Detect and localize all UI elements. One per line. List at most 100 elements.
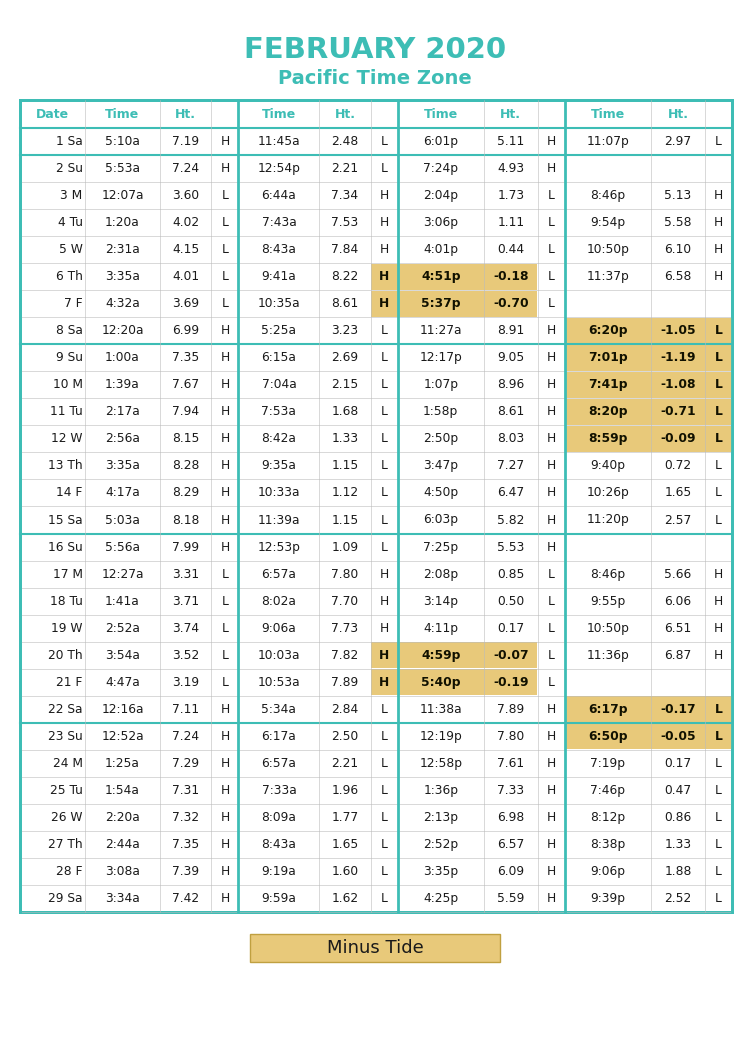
Text: 7.84: 7.84: [332, 244, 358, 256]
Text: H: H: [380, 594, 388, 608]
Text: -1.08: -1.08: [660, 378, 696, 392]
Text: 12:52a: 12:52a: [101, 730, 144, 742]
Text: 6.87: 6.87: [664, 649, 692, 662]
Text: 15 Sa: 15 Sa: [48, 513, 82, 526]
Text: 1.62: 1.62: [332, 892, 358, 905]
Text: L: L: [715, 378, 722, 392]
Text: 2:44a: 2:44a: [105, 838, 140, 851]
Text: H: H: [380, 216, 388, 229]
Text: 2.50: 2.50: [332, 730, 358, 742]
Text: H: H: [380, 189, 388, 202]
Text: H: H: [220, 811, 230, 824]
Text: 8:46p: 8:46p: [590, 568, 626, 581]
Text: 8.91: 8.91: [497, 324, 524, 337]
Text: H: H: [220, 838, 230, 851]
Text: 7.39: 7.39: [172, 865, 200, 878]
Text: 16 Su: 16 Su: [48, 541, 82, 553]
Text: L: L: [715, 352, 722, 364]
Text: H: H: [714, 244, 723, 256]
Text: 8:20p: 8:20p: [588, 405, 628, 418]
Text: 11:27a: 11:27a: [419, 324, 462, 337]
Text: 9:40p: 9:40p: [590, 460, 626, 472]
Text: 10:26p: 10:26p: [586, 486, 629, 500]
Text: 7:01p: 7:01p: [588, 352, 628, 364]
Text: H: H: [220, 730, 230, 742]
Text: 6:17a: 6:17a: [262, 730, 296, 742]
Text: 7.32: 7.32: [172, 811, 200, 824]
Text: 3:47p: 3:47p: [423, 460, 458, 472]
Text: 1:41a: 1:41a: [105, 594, 140, 608]
Text: 11 Tu: 11 Tu: [50, 405, 82, 418]
Bar: [20, 100, 732, 912]
Text: 5.13: 5.13: [664, 189, 692, 202]
Text: 3.19: 3.19: [172, 676, 200, 689]
Text: L: L: [381, 811, 388, 824]
Text: 7.35: 7.35: [172, 838, 200, 851]
Text: H: H: [220, 378, 230, 392]
Text: L: L: [381, 135, 388, 148]
Text: 3:35a: 3:35a: [105, 270, 140, 284]
Text: 7:41p: 7:41p: [588, 378, 628, 392]
Text: 6:50p: 6:50p: [588, 730, 628, 742]
Text: 1 Sa: 1 Sa: [56, 135, 82, 148]
Text: 4.93: 4.93: [497, 162, 524, 175]
Text: 7:25p: 7:25p: [423, 541, 458, 553]
Text: 8.28: 8.28: [172, 460, 200, 472]
Text: 0.86: 0.86: [664, 811, 692, 824]
Text: 8:38p: 8:38p: [590, 838, 626, 851]
Text: 4:01p: 4:01p: [423, 244, 458, 256]
Text: L: L: [715, 865, 722, 878]
Text: L: L: [221, 622, 229, 634]
Text: 1.65: 1.65: [664, 486, 692, 500]
Text: 4:59p: 4:59p: [421, 649, 460, 662]
Text: 2:31a: 2:31a: [105, 244, 140, 256]
Text: L: L: [548, 189, 555, 202]
Text: 3.52: 3.52: [172, 649, 200, 662]
Text: 6:20p: 6:20p: [588, 324, 628, 337]
Text: 7:24p: 7:24p: [423, 162, 458, 175]
Text: 2.84: 2.84: [332, 702, 358, 716]
Text: 5:10a: 5:10a: [105, 135, 140, 148]
Text: -0.18: -0.18: [493, 270, 529, 284]
Text: H: H: [220, 460, 230, 472]
Text: L: L: [548, 270, 555, 284]
Text: 7.42: 7.42: [172, 892, 200, 905]
Text: 7.73: 7.73: [332, 622, 358, 634]
Text: H: H: [714, 189, 723, 202]
Text: 29 Sa: 29 Sa: [48, 892, 82, 905]
Text: 9:35a: 9:35a: [262, 460, 296, 472]
Bar: [371, 669, 537, 695]
Text: 12:07a: 12:07a: [101, 189, 144, 202]
Text: 5.11: 5.11: [497, 135, 524, 148]
Text: H: H: [220, 135, 230, 148]
Text: 2.52: 2.52: [664, 892, 692, 905]
Text: Time: Time: [105, 107, 140, 121]
Text: 2:17a: 2:17a: [105, 405, 140, 418]
Text: 14 F: 14 F: [56, 486, 82, 500]
Text: 8:46p: 8:46p: [590, 189, 626, 202]
Text: 3:35p: 3:35p: [423, 865, 458, 878]
Text: L: L: [715, 486, 722, 500]
Text: L: L: [221, 594, 229, 608]
Text: 7.29: 7.29: [172, 757, 200, 770]
Text: 11:36p: 11:36p: [586, 649, 629, 662]
Text: 4:25p: 4:25p: [423, 892, 458, 905]
Text: Time: Time: [424, 107, 458, 121]
Text: 7:04a: 7:04a: [262, 378, 296, 392]
Text: -1.19: -1.19: [660, 352, 696, 364]
Text: 1.12: 1.12: [332, 486, 358, 500]
Text: -0.19: -0.19: [493, 676, 529, 689]
Text: H: H: [220, 513, 230, 526]
Text: H: H: [547, 811, 556, 824]
Text: 1:07p: 1:07p: [423, 378, 458, 392]
Text: L: L: [381, 324, 388, 337]
Text: 7.31: 7.31: [172, 784, 200, 797]
Text: 8.22: 8.22: [332, 270, 358, 284]
Text: H: H: [220, 757, 230, 770]
Text: 3:08a: 3:08a: [105, 865, 140, 878]
Text: 7.61: 7.61: [497, 757, 524, 770]
Text: L: L: [548, 568, 555, 581]
Text: L: L: [381, 838, 388, 851]
Text: L: L: [715, 405, 722, 418]
Text: H: H: [380, 568, 388, 581]
